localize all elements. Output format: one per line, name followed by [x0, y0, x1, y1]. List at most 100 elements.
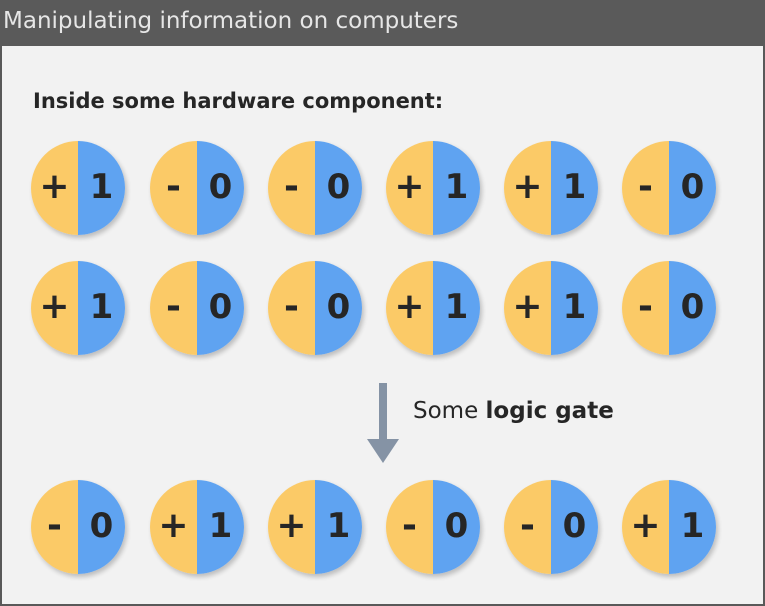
logic-gate-label: Some logic gate [413, 398, 614, 424]
bit-circle: - 0 [150, 141, 244, 235]
bit-digit: 1 [89, 167, 114, 207]
sign-half [504, 141, 551, 235]
page-title: Manipulating information on computers [3, 8, 459, 34]
sign-half [150, 261, 197, 355]
value-half [551, 480, 598, 574]
bit-circle: + 1 [386, 141, 480, 235]
bit-digit: 0 [680, 167, 705, 207]
bit-circle: + 1 [150, 480, 244, 574]
bit-circle: - 0 [268, 261, 362, 355]
bit-sign: + [394, 166, 425, 207]
value-half [669, 141, 716, 235]
section-label: Inside some hardware component: [33, 89, 444, 113]
bit-sign: - [284, 286, 299, 327]
bit-sign: + [394, 286, 425, 327]
bit-circle: + 1 [504, 261, 598, 355]
bit-digit: 1 [562, 287, 587, 327]
value-half [78, 480, 125, 574]
bit-sign: - [638, 166, 653, 207]
bit-digit: 1 [89, 287, 114, 327]
value-half [551, 141, 598, 235]
sign-half [386, 141, 433, 235]
bit-circle: - 0 [622, 261, 716, 355]
sign-half [150, 480, 197, 574]
gate-label-emphasis: logic gate [485, 398, 614, 424]
value-half [669, 480, 716, 574]
bit-digit: 0 [444, 506, 469, 546]
value-half [315, 261, 362, 355]
bit-circle: + 1 [31, 261, 125, 355]
bit-digit: 1 [444, 287, 469, 327]
bit-sign: - [520, 505, 535, 546]
bit-circle: - 0 [150, 261, 244, 355]
output-row: - 0 + 1 + 1 - 0 - 0 + 1 [0, 480, 765, 576]
bit-circle: - 0 [504, 480, 598, 574]
value-half [433, 261, 480, 355]
bit-circle: + 1 [504, 141, 598, 235]
value-half [315, 141, 362, 235]
bit-digit: 0 [89, 506, 114, 546]
sign-half [268, 261, 315, 355]
bit-sign: + [276, 505, 307, 546]
bit-digit: 0 [208, 167, 233, 207]
value-half [315, 480, 362, 574]
bit-circle: - 0 [268, 141, 362, 235]
bit-sign: - [402, 505, 417, 546]
bit-sign: + [630, 505, 661, 546]
title-bar: Manipulating information on computers [0, 0, 765, 46]
bit-digit: 0 [562, 506, 587, 546]
value-half [197, 480, 244, 574]
sign-half [622, 141, 669, 235]
bit-circle: + 1 [31, 141, 125, 235]
bit-sign: + [512, 286, 543, 327]
down-arrow-icon [367, 383, 399, 463]
value-half [197, 141, 244, 235]
sign-half [504, 261, 551, 355]
bit-digit: 0 [326, 287, 351, 327]
bit-sign: + [39, 166, 70, 207]
sign-half [268, 141, 315, 235]
bit-sign: - [166, 166, 181, 207]
value-half [433, 480, 480, 574]
sign-half [31, 480, 78, 574]
bit-digit: 0 [326, 167, 351, 207]
bit-sign: - [284, 166, 299, 207]
input-row-1: + 1 - 0 - 0 + 1 + 1 - 0 [0, 141, 765, 237]
sign-half [622, 480, 669, 574]
value-half [669, 261, 716, 355]
bit-circle: + 1 [386, 261, 480, 355]
bit-sign: + [512, 166, 543, 207]
bit-sign: + [158, 505, 189, 546]
bit-sign: - [638, 286, 653, 327]
sign-half [268, 480, 315, 574]
value-half [78, 261, 125, 355]
input-row-2: + 1 - 0 - 0 + 1 + 1 - 0 [0, 261, 765, 357]
bit-circle: + 1 [622, 480, 716, 574]
value-half [433, 141, 480, 235]
sign-half [31, 141, 78, 235]
sign-half [622, 261, 669, 355]
bit-digit: 1 [326, 506, 351, 546]
bit-circle: - 0 [386, 480, 480, 574]
bit-digit: 1 [444, 167, 469, 207]
bit-digit: 1 [562, 167, 587, 207]
sign-half [504, 480, 551, 574]
bit-digit: 0 [680, 287, 705, 327]
bit-circle: - 0 [31, 480, 125, 574]
sign-half [386, 480, 433, 574]
gate-label-prefix: Some [413, 398, 486, 424]
bit-digit: 1 [680, 506, 705, 546]
bit-digit: 1 [208, 506, 233, 546]
bit-sign: - [47, 505, 62, 546]
sign-half [150, 141, 197, 235]
bit-sign: + [39, 286, 70, 327]
bit-sign: - [166, 286, 181, 327]
bit-circle: - 0 [622, 141, 716, 235]
bit-digit: 0 [208, 287, 233, 327]
value-half [78, 141, 125, 235]
sign-half [31, 261, 78, 355]
bit-circle: + 1 [268, 480, 362, 574]
sign-half [386, 261, 433, 355]
value-half [197, 261, 244, 355]
value-half [551, 261, 598, 355]
